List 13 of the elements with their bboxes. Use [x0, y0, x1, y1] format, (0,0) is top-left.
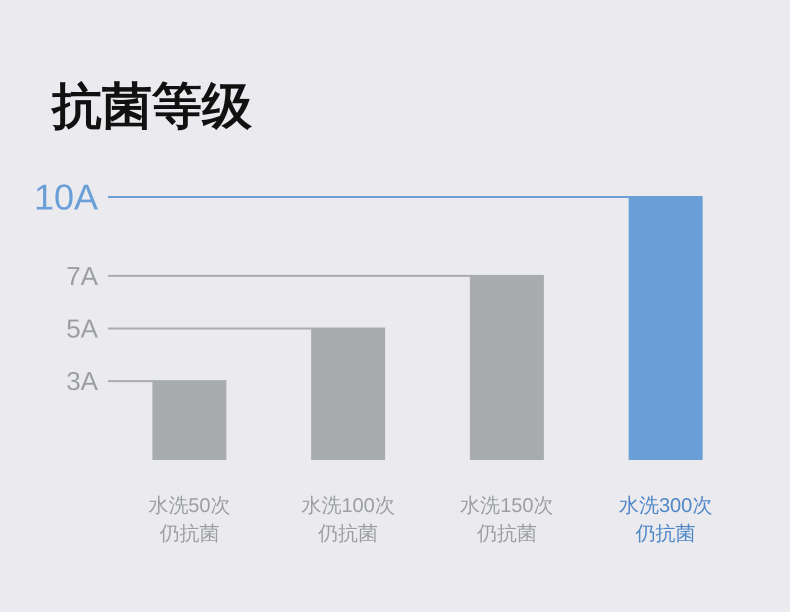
chart-title: 抗菌等级 — [50, 78, 253, 134]
y-tick-label: 5A — [66, 314, 99, 344]
x-tick-label: 水洗50次仍抗菌 — [148, 495, 230, 545]
bar — [470, 276, 544, 460]
bar — [311, 328, 386, 460]
bar — [152, 381, 226, 460]
y-tick-label: 10A — [34, 176, 98, 218]
y-tick-label: 7A — [66, 260, 99, 291]
x-tick-label: 水洗100次仍抗菌 — [301, 495, 395, 545]
y-tick-label: 3A — [66, 366, 99, 396]
x-tick-label: 水洗300次仍抗菌 — [618, 495, 712, 545]
x-tick-label: 水洗150次仍抗菌 — [460, 495, 554, 545]
bar — [628, 197, 703, 460]
